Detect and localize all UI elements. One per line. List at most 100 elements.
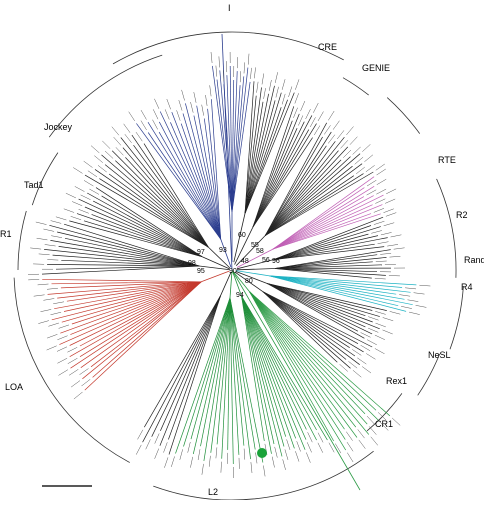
branch-line bbox=[376, 261, 387, 262]
branch-line bbox=[375, 199, 385, 204]
clade-arc bbox=[418, 354, 440, 395]
branch-line bbox=[66, 193, 76, 198]
branch-line bbox=[206, 95, 208, 106]
branch-line bbox=[347, 442, 353, 451]
branch-line bbox=[383, 318, 394, 321]
branch-line bbox=[45, 245, 56, 247]
branch-line bbox=[313, 103, 318, 113]
branch-line bbox=[378, 242, 389, 244]
branch-line bbox=[125, 134, 132, 143]
branch-line bbox=[47, 346, 57, 350]
branch-line bbox=[374, 208, 384, 212]
branch-line bbox=[102, 141, 110, 149]
branch-line bbox=[51, 221, 62, 224]
branch-line bbox=[168, 296, 220, 440]
branch-line bbox=[318, 433, 323, 443]
branch-line bbox=[34, 295, 45, 296]
branch-line bbox=[28, 279, 39, 280]
branch-line bbox=[165, 109, 169, 119]
branch-line bbox=[180, 449, 183, 460]
branch-line bbox=[176, 298, 231, 454]
branch-line bbox=[152, 296, 221, 437]
branch-line bbox=[154, 99, 159, 109]
branch-line bbox=[141, 110, 147, 120]
branch-line bbox=[250, 292, 390, 416]
clade-label-I: I bbox=[228, 3, 231, 13]
bootstrap-value: 93 bbox=[219, 247, 227, 254]
branch-line bbox=[262, 74, 264, 85]
branch-line bbox=[138, 430, 143, 440]
branch-line bbox=[367, 190, 377, 195]
branch-line bbox=[73, 168, 82, 174]
branch-line bbox=[82, 379, 91, 386]
branch-line bbox=[306, 453, 310, 463]
clade-arc bbox=[113, 32, 344, 64]
branch-line bbox=[318, 112, 324, 122]
branch-line bbox=[42, 279, 201, 282]
branch-line bbox=[240, 71, 241, 82]
branch-line bbox=[310, 117, 315, 127]
branch-line bbox=[356, 167, 365, 174]
branch-line bbox=[114, 137, 121, 145]
branch-line bbox=[59, 325, 69, 329]
branch-line bbox=[314, 126, 320, 135]
branch-line bbox=[197, 106, 221, 239]
branch-line bbox=[343, 150, 351, 158]
clade-label-Jockey: Jockey bbox=[44, 122, 73, 132]
clade-arc bbox=[32, 153, 58, 206]
branch-line bbox=[324, 125, 330, 134]
branch-line bbox=[387, 244, 398, 246]
branch-line bbox=[71, 381, 80, 388]
branch-line bbox=[401, 306, 412, 308]
branch-line bbox=[164, 457, 168, 467]
bootstrap-value: 96 bbox=[272, 258, 280, 265]
branch-line bbox=[94, 156, 103, 163]
branch-line bbox=[191, 102, 194, 113]
branch-line bbox=[282, 79, 285, 90]
branch-line bbox=[74, 392, 83, 399]
branch-line bbox=[88, 171, 97, 177]
branch-line bbox=[124, 124, 131, 133]
branch-line bbox=[50, 240, 199, 266]
branch-line bbox=[355, 157, 363, 164]
branch-line bbox=[386, 189, 396, 194]
branch-line bbox=[390, 311, 401, 314]
branch-line bbox=[371, 231, 382, 234]
clade-arc bbox=[450, 286, 463, 349]
branch-line bbox=[194, 92, 196, 103]
branch-line bbox=[202, 464, 204, 475]
branch-line bbox=[70, 282, 202, 357]
tree-branches bbox=[42, 34, 416, 490]
branch-line bbox=[216, 447, 217, 458]
branch-line bbox=[209, 456, 210, 467]
branch-line bbox=[414, 293, 425, 294]
branch-line bbox=[242, 296, 284, 446]
branch-line bbox=[392, 418, 400, 425]
branch-line bbox=[375, 278, 386, 279]
branch-line bbox=[362, 367, 371, 374]
bootstrap-value: 94 bbox=[236, 292, 244, 299]
branch-line bbox=[297, 441, 301, 451]
branch-line bbox=[295, 93, 299, 103]
branch-line bbox=[333, 121, 339, 130]
branch-line bbox=[375, 335, 385, 340]
clade-label-RandI: RandI bbox=[464, 255, 484, 265]
branch-line bbox=[409, 312, 420, 315]
branch-line bbox=[283, 459, 286, 470]
branch-line bbox=[201, 298, 231, 446]
branch-line bbox=[75, 186, 85, 191]
branch-line bbox=[265, 137, 322, 236]
branch-line bbox=[263, 466, 265, 477]
branch-line bbox=[71, 282, 202, 368]
branch-line bbox=[57, 358, 67, 363]
branch-line bbox=[169, 296, 221, 455]
branch-line bbox=[328, 111, 334, 120]
green-dot-icon bbox=[257, 448, 267, 458]
branch-line bbox=[136, 132, 142, 141]
branch-line bbox=[376, 189, 386, 194]
branch-line bbox=[405, 288, 416, 289]
branch-line bbox=[48, 323, 59, 326]
branch-line bbox=[171, 456, 174, 467]
branch-line bbox=[57, 336, 67, 340]
branch-line bbox=[368, 317, 378, 321]
